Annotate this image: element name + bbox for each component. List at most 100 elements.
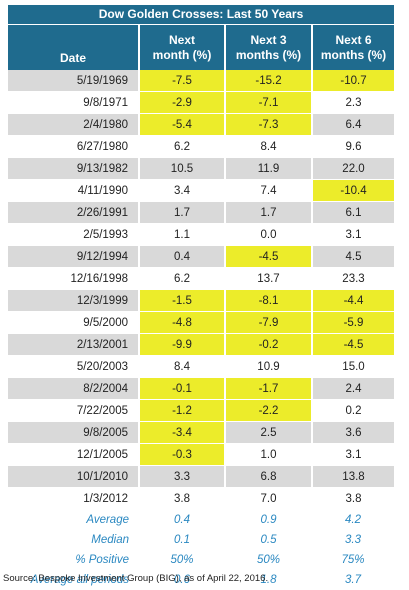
cell-date: 5/20/2003 (8, 356, 139, 378)
cell-next-3-months: -8.1 (225, 290, 312, 312)
cell-next-6-months: 3.8 (312, 488, 394, 510)
cell-next-6-months: 0.2 (312, 400, 394, 422)
cell-next-3-months: 13.7 (225, 268, 312, 290)
cell-next-6-months: -4.4 (312, 290, 394, 312)
cell-date: 9/8/1971 (8, 92, 139, 114)
summary-next-3-months: 50% (225, 550, 312, 570)
cell-next-6-months: 13.8 (312, 466, 394, 488)
summary-next-3-months: 0.5 (225, 530, 312, 550)
header-row: Date Next month (%) Next 3 months (%) Ne… (8, 25, 394, 70)
cell-date: 6/27/1980 (8, 136, 139, 158)
source-note: Source: Bespoke Investment Group (BIG), … (3, 573, 268, 584)
cell-next-month: 10.5 (139, 158, 225, 180)
cell-next-3-months: 0.0 (225, 224, 312, 246)
cell-next-month: -0.3 (139, 444, 225, 466)
cell-date: 12/16/1998 (8, 268, 139, 290)
cell-next-3-months: -7.3 (225, 114, 312, 136)
cell-next-month: -1.5 (139, 290, 225, 312)
header-date: Date (8, 25, 139, 70)
cell-date: 12/3/1999 (8, 290, 139, 312)
summary-label: Average (8, 510, 139, 531)
cell-next-6-months: 6.1 (312, 202, 394, 224)
cell-date: 2/26/1991 (8, 202, 139, 224)
cell-date: 4/11/1990 (8, 180, 139, 202)
cell-next-6-months: 2.4 (312, 378, 394, 400)
cell-next-6-months: -10.4 (312, 180, 394, 202)
cell-next-3-months: 7.0 (225, 488, 312, 510)
cell-date: 7/22/2005 (8, 400, 139, 422)
header-next-month-line1: Next (169, 33, 195, 47)
cell-next-3-months: 10.9 (225, 356, 312, 378)
cell-next-6-months: 2.3 (312, 92, 394, 114)
golden-cross-table-container: Dow Golden Crosses: Last 50 Years Date N… (8, 5, 394, 590)
table-title: Dow Golden Crosses: Last 50 Years (8, 5, 394, 25)
cell-next-6-months: 3.6 (312, 422, 394, 444)
cell-next-month: -1.2 (139, 400, 225, 422)
cell-date: 2/4/1980 (8, 114, 139, 136)
cell-next-month: 3.4 (139, 180, 225, 202)
cell-next-6-months: 3.1 (312, 224, 394, 246)
summary-next-6-months: 75% (312, 550, 394, 570)
cell-next-month: -4.8 (139, 312, 225, 334)
cell-next-3-months: 8.4 (225, 136, 312, 158)
table-row: 9/5/2000-4.8-7.9-5.9 (8, 312, 394, 334)
cell-next-month: 8.4 (139, 356, 225, 378)
cell-date: 2/5/1993 (8, 224, 139, 246)
header-next-3-months: Next 3 months (%) (225, 25, 312, 70)
summary-label: Median (8, 530, 139, 550)
cell-next-month: -2.9 (139, 92, 225, 114)
cell-date: 9/13/1982 (8, 158, 139, 180)
header-next-month-line2: month (%) (153, 48, 212, 62)
cell-next-6-months: 22.0 (312, 158, 394, 180)
cell-next-3-months: -15.2 (225, 70, 312, 92)
cell-next-6-months: 9.6 (312, 136, 394, 158)
cell-next-6-months: 3.1 (312, 444, 394, 466)
cell-next-3-months: -1.7 (225, 378, 312, 400)
header-next-6-months: Next 6 months (%) (312, 25, 394, 70)
cell-next-month: 1.7 (139, 202, 225, 224)
cell-next-3-months: -2.2 (225, 400, 312, 422)
summary-next-3-months: 0.9 (225, 510, 312, 531)
summary-next-6-months: 3.3 (312, 530, 394, 550)
summary-next-month: 0.1 (139, 530, 225, 550)
cell-next-month: -3.4 (139, 422, 225, 444)
cell-next-3-months: 1.0 (225, 444, 312, 466)
cell-date: 1/3/2012 (8, 488, 139, 510)
header-next-3-line2: months (%) (236, 48, 301, 62)
cell-date: 9/8/2005 (8, 422, 139, 444)
cell-next-month: -9.9 (139, 334, 225, 356)
cell-next-3-months: 11.9 (225, 158, 312, 180)
cell-next-6-months: -5.9 (312, 312, 394, 334)
cell-next-month: -5.4 (139, 114, 225, 136)
header-next-6-line2: months (%) (321, 48, 386, 62)
cell-date: 8/2/2004 (8, 378, 139, 400)
cell-next-month: 6.2 (139, 136, 225, 158)
summary-label: % Positive (8, 550, 139, 570)
cell-next-month: -0.1 (139, 378, 225, 400)
cell-next-6-months: -4.5 (312, 334, 394, 356)
cell-date: 2/13/2001 (8, 334, 139, 356)
cell-date: 9/12/1994 (8, 246, 139, 268)
header-next-month: Next month (%) (139, 25, 225, 70)
cell-next-3-months: 7.4 (225, 180, 312, 202)
cell-next-month: 6.2 (139, 268, 225, 290)
table-row: 12/3/1999-1.5-8.1-4.4 (8, 290, 394, 312)
cell-next-month: 0.4 (139, 246, 225, 268)
cell-next-month: 3.8 (139, 488, 225, 510)
cell-date: 5/19/1969 (8, 70, 139, 92)
cell-next-6-months: -10.7 (312, 70, 394, 92)
cell-next-3-months: 2.5 (225, 422, 312, 444)
summary-next-6-months: 3.7 (312, 570, 394, 590)
cell-next-3-months: -4.5 (225, 246, 312, 268)
cell-next-month: 1.1 (139, 224, 225, 246)
